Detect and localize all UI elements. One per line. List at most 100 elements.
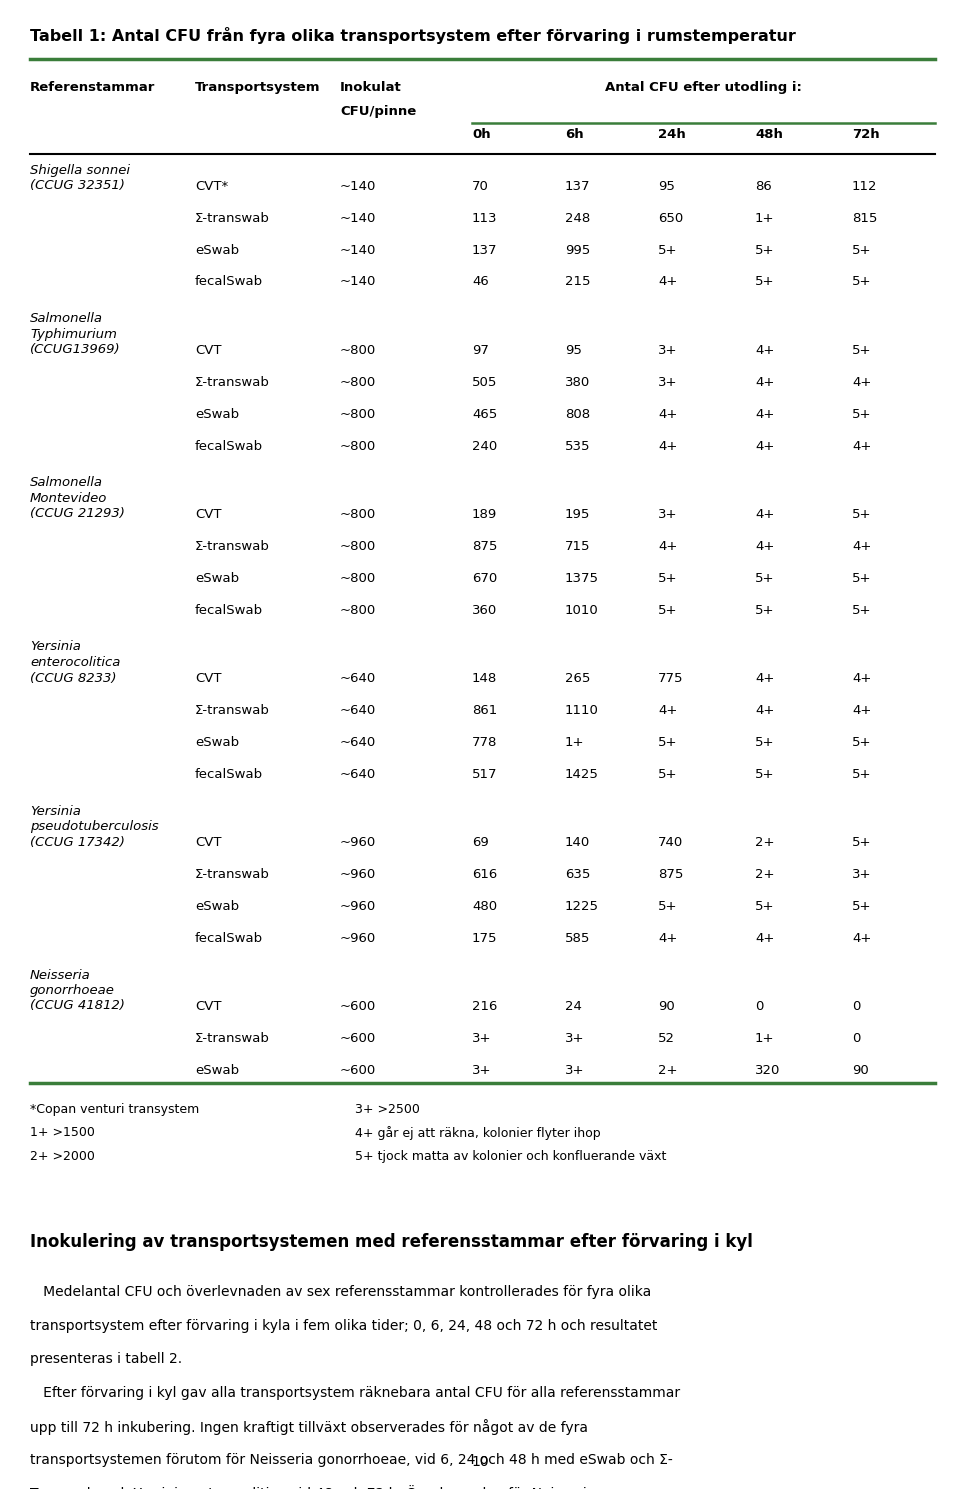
Text: upp till 72 h inkubering. Ingen kraftigt tillväxt observerades för något av de f: upp till 72 h inkubering. Ingen kraftigt… xyxy=(30,1419,588,1435)
Text: 265: 265 xyxy=(565,672,590,685)
Text: Efter förvaring i kyl gav alla transportsystem räknebara antal CFU för alla refe: Efter förvaring i kyl gav alla transport… xyxy=(30,1386,680,1400)
Text: 5+: 5+ xyxy=(852,835,872,849)
Text: 670: 670 xyxy=(472,572,497,585)
Text: ~800: ~800 xyxy=(340,408,376,420)
Text: eSwab: eSwab xyxy=(195,572,239,585)
Text: Inokulering av transportsystemen med referensstammar efter förvaring i kyl: Inokulering av transportsystemen med ref… xyxy=(30,1233,753,1251)
Text: 3+: 3+ xyxy=(472,1063,492,1077)
Text: ~640: ~640 xyxy=(340,767,376,780)
Text: 715: 715 xyxy=(565,539,590,552)
Text: fecalSwab: fecalSwab xyxy=(195,439,263,453)
Text: Σ-transwab: Σ-transwab xyxy=(195,868,270,880)
Text: 5+: 5+ xyxy=(852,767,872,780)
Text: Antal CFU efter utodling i:: Antal CFU efter utodling i: xyxy=(605,80,802,94)
Text: presenteras i tabell 2.: presenteras i tabell 2. xyxy=(30,1352,182,1367)
Text: 2+: 2+ xyxy=(755,835,775,849)
Text: 240: 240 xyxy=(472,439,497,453)
Text: ~600: ~600 xyxy=(340,1032,376,1044)
Text: 1425: 1425 xyxy=(565,767,599,780)
Text: fecalSwab: fecalSwab xyxy=(195,767,263,780)
Text: 505: 505 xyxy=(472,375,497,389)
Text: ~140: ~140 xyxy=(340,180,376,192)
Text: 1375: 1375 xyxy=(565,572,599,585)
Text: 3+: 3+ xyxy=(472,1032,492,1044)
Text: 5+: 5+ xyxy=(658,899,678,913)
Text: 137: 137 xyxy=(472,244,497,256)
Text: (CCUG 41812): (CCUG 41812) xyxy=(30,999,125,1013)
Text: 10: 10 xyxy=(471,1455,489,1470)
Text: transportsystemen förutom för Neisseria gonorrhoeae, vid 6, 24 och 48 h med eSwa: transportsystemen förutom för Neisseria … xyxy=(30,1453,673,1467)
Text: 815: 815 xyxy=(852,211,877,225)
Text: eSwab: eSwab xyxy=(195,899,239,913)
Text: 4+: 4+ xyxy=(755,344,775,356)
Text: ~960: ~960 xyxy=(340,932,376,944)
Text: 3+: 3+ xyxy=(658,344,678,356)
Text: 4+: 4+ xyxy=(852,672,872,685)
Text: 24: 24 xyxy=(565,999,582,1013)
Text: 4+ går ej att räkna, kolonier flyter ihop: 4+ går ej att räkna, kolonier flyter iho… xyxy=(355,1126,601,1141)
Text: 0: 0 xyxy=(755,999,763,1013)
Text: 3+: 3+ xyxy=(658,508,678,521)
Text: 3+ >2500: 3+ >2500 xyxy=(355,1103,420,1115)
Text: ~140: ~140 xyxy=(340,275,376,289)
Text: 2+: 2+ xyxy=(755,868,775,880)
Text: 875: 875 xyxy=(472,539,497,552)
Text: Inokulat: Inokulat xyxy=(340,80,401,94)
Text: ~800: ~800 xyxy=(340,539,376,552)
Text: 113: 113 xyxy=(472,211,497,225)
Text: 535: 535 xyxy=(565,439,590,453)
Text: 97: 97 xyxy=(472,344,489,356)
Text: 1010: 1010 xyxy=(565,603,599,616)
Text: 5+: 5+ xyxy=(852,572,872,585)
Text: Salmonella: Salmonella xyxy=(30,313,103,326)
Text: 189: 189 xyxy=(472,508,497,521)
Text: ~640: ~640 xyxy=(340,736,376,749)
Text: 480: 480 xyxy=(472,899,497,913)
Text: 215: 215 xyxy=(565,275,590,289)
Text: 5+: 5+ xyxy=(852,899,872,913)
Text: 3+: 3+ xyxy=(565,1032,585,1044)
Text: 4+: 4+ xyxy=(755,408,775,420)
Text: ~800: ~800 xyxy=(340,603,376,616)
Text: 5+: 5+ xyxy=(658,603,678,616)
Text: Σ-transwab: Σ-transwab xyxy=(195,211,270,225)
Text: ~960: ~960 xyxy=(340,899,376,913)
Text: ~640: ~640 xyxy=(340,672,376,685)
Text: 1+ >1500: 1+ >1500 xyxy=(30,1126,95,1139)
Text: ~800: ~800 xyxy=(340,344,376,356)
Text: 5+: 5+ xyxy=(755,275,775,289)
Text: 69: 69 xyxy=(472,835,489,849)
Text: 216: 216 xyxy=(472,999,497,1013)
Text: 5+: 5+ xyxy=(755,767,775,780)
Text: ~960: ~960 xyxy=(340,868,376,880)
Text: Shigella sonnei: Shigella sonnei xyxy=(30,164,130,177)
Text: 48h: 48h xyxy=(755,128,782,141)
Text: (CCUG 32351): (CCUG 32351) xyxy=(30,180,125,192)
Text: 585: 585 xyxy=(565,932,590,944)
Text: 4+: 4+ xyxy=(658,439,678,453)
Text: 4+: 4+ xyxy=(658,539,678,552)
Text: enterocolitica: enterocolitica xyxy=(30,657,120,669)
Text: 4+: 4+ xyxy=(658,703,678,716)
Text: 5+: 5+ xyxy=(658,767,678,780)
Text: transportsystem efter förvaring i kyla i fem olika tider; 0, 6, 24, 48 och 72 h : transportsystem efter förvaring i kyla i… xyxy=(30,1319,658,1333)
Text: (CCUG13969): (CCUG13969) xyxy=(30,344,121,356)
Text: CVT: CVT xyxy=(195,835,222,849)
Text: gonorrhoeae: gonorrhoeae xyxy=(30,984,115,998)
Text: 4+: 4+ xyxy=(852,703,872,716)
Text: 1225: 1225 xyxy=(565,899,599,913)
Text: Σ-transwab: Σ-transwab xyxy=(195,375,270,389)
Text: 148: 148 xyxy=(472,672,497,685)
Text: CVT: CVT xyxy=(195,999,222,1013)
Text: Salmonella: Salmonella xyxy=(30,476,103,490)
Text: Medelantal CFU och överlevnaden av sex referensstammar kontrollerades för fyra o: Medelantal CFU och överlevnaden av sex r… xyxy=(30,1285,651,1300)
Text: 2+: 2+ xyxy=(658,1063,678,1077)
Text: 775: 775 xyxy=(658,672,684,685)
Text: 3+: 3+ xyxy=(658,375,678,389)
Text: 4+: 4+ xyxy=(755,539,775,552)
Text: 650: 650 xyxy=(658,211,684,225)
Text: ~800: ~800 xyxy=(340,439,376,453)
Text: ~960: ~960 xyxy=(340,835,376,849)
Text: (CCUG 8233): (CCUG 8233) xyxy=(30,672,116,685)
Text: Referenstammar: Referenstammar xyxy=(30,80,156,94)
